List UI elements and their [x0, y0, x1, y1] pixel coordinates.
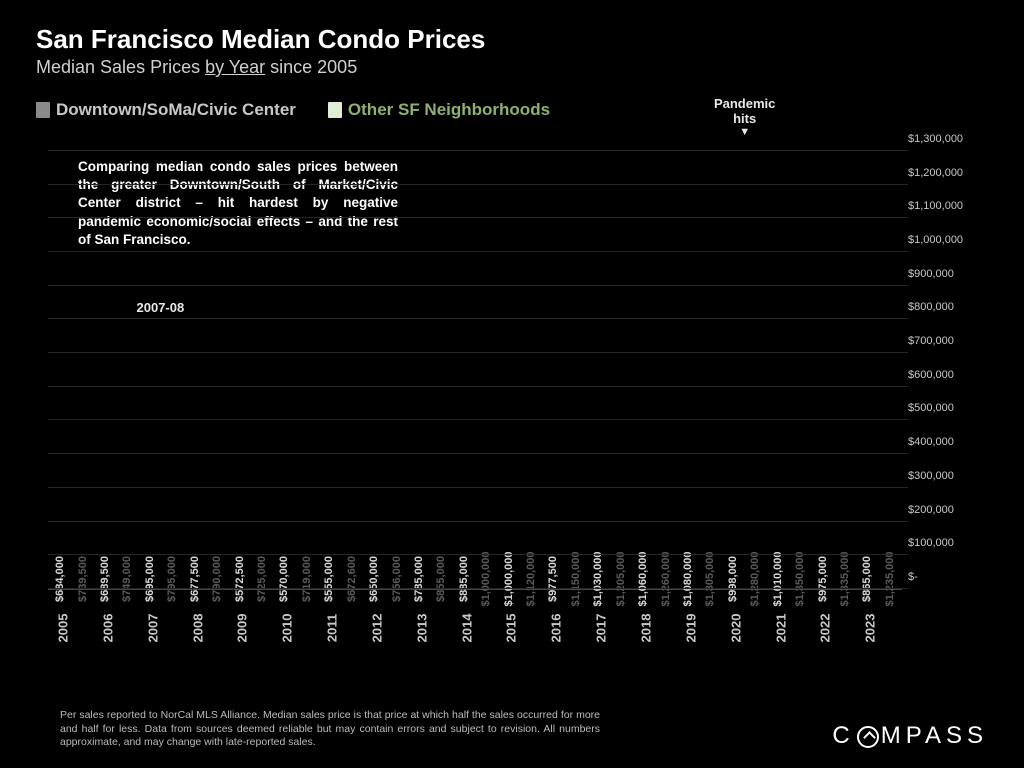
x-axis-label: 2021 — [773, 607, 805, 650]
annotation: Pandemichits▼ — [714, 96, 775, 138]
gridline — [48, 521, 908, 522]
x-axis-label: 2023 — [863, 607, 895, 650]
gridline — [48, 386, 908, 387]
x-axis-label: 2015 — [504, 607, 536, 650]
gridline — [48, 285, 908, 286]
legend-swatch-a — [36, 102, 50, 118]
x-axis-label: 2008 — [190, 607, 222, 650]
x-axis-label: 2012 — [369, 607, 401, 650]
y-axis-tick: $1,100,000 — [908, 200, 984, 212]
x-axis-label: 2007 — [145, 607, 177, 650]
legend: Downtown/SoMa/Civic Center Other SF Neig… — [36, 100, 988, 120]
y-axis-tick: $400,000 — [908, 436, 984, 448]
y-axis-tick: $200,000 — [908, 504, 984, 516]
x-axis-label: 2005 — [55, 607, 87, 650]
y-axis-tick: $1,200,000 — [908, 167, 984, 179]
legend-item-other: Other SF Neighborhoods — [328, 100, 550, 120]
gridline — [48, 419, 908, 420]
legend-item-downtown: Downtown/SoMa/Civic Center — [36, 100, 296, 120]
gridline — [48, 184, 908, 185]
gridline — [48, 318, 908, 319]
y-axis-tick: $300,000 — [908, 470, 984, 482]
gridline — [48, 487, 908, 488]
legend-swatch-b — [328, 102, 342, 118]
x-axis-label: 2010 — [280, 607, 312, 650]
x-axis-label: 2014 — [459, 607, 491, 650]
y-axis-tick: $1,300,000 — [908, 133, 984, 145]
gridline — [48, 588, 908, 589]
x-axis-label: 2006 — [100, 607, 132, 650]
x-axis-label: 2017 — [594, 607, 626, 650]
y-axis-tick: $700,000 — [908, 335, 984, 347]
chart-subtitle: Median Sales Prices by Year since 2005 — [36, 57, 988, 78]
y-axis-tick: $500,000 — [908, 402, 984, 414]
chart-area: Comparing median condo sales prices betw… — [36, 134, 988, 644]
y-axis-tick: $600,000 — [908, 369, 984, 381]
x-axis-label: 2011 — [324, 607, 356, 650]
y-axis-tick: $800,000 — [908, 301, 984, 313]
compass-icon — [857, 726, 879, 748]
y-axis-tick: $100,000 — [908, 537, 984, 549]
x-axis-label: 2013 — [414, 607, 446, 650]
gridline — [48, 554, 908, 555]
x-axis-label: 2022 — [818, 607, 850, 650]
x-axis-label: 2009 — [235, 607, 267, 650]
y-axis-tick: $900,000 — [908, 268, 984, 280]
gridline — [48, 150, 908, 151]
y-axis-tick: $- — [908, 571, 984, 583]
x-axis-label: 2020 — [728, 607, 760, 650]
x-axis-label: 2019 — [683, 607, 715, 650]
compass-logo: CMPASS — [832, 722, 988, 750]
gridline — [48, 453, 908, 454]
y-axis-tick: $1,000,000 — [908, 234, 984, 246]
x-axis-label: 2018 — [638, 607, 670, 650]
gridline — [48, 251, 908, 252]
annotation: 2007-08 — [137, 300, 185, 315]
gridline — [48, 217, 908, 218]
footnote-text: Per sales reported to NorCal MLS Allianc… — [60, 709, 600, 750]
chart-title: San Francisco Median Condo Prices — [36, 24, 988, 55]
x-axis-label: 2016 — [549, 607, 581, 650]
gridline — [48, 352, 908, 353]
